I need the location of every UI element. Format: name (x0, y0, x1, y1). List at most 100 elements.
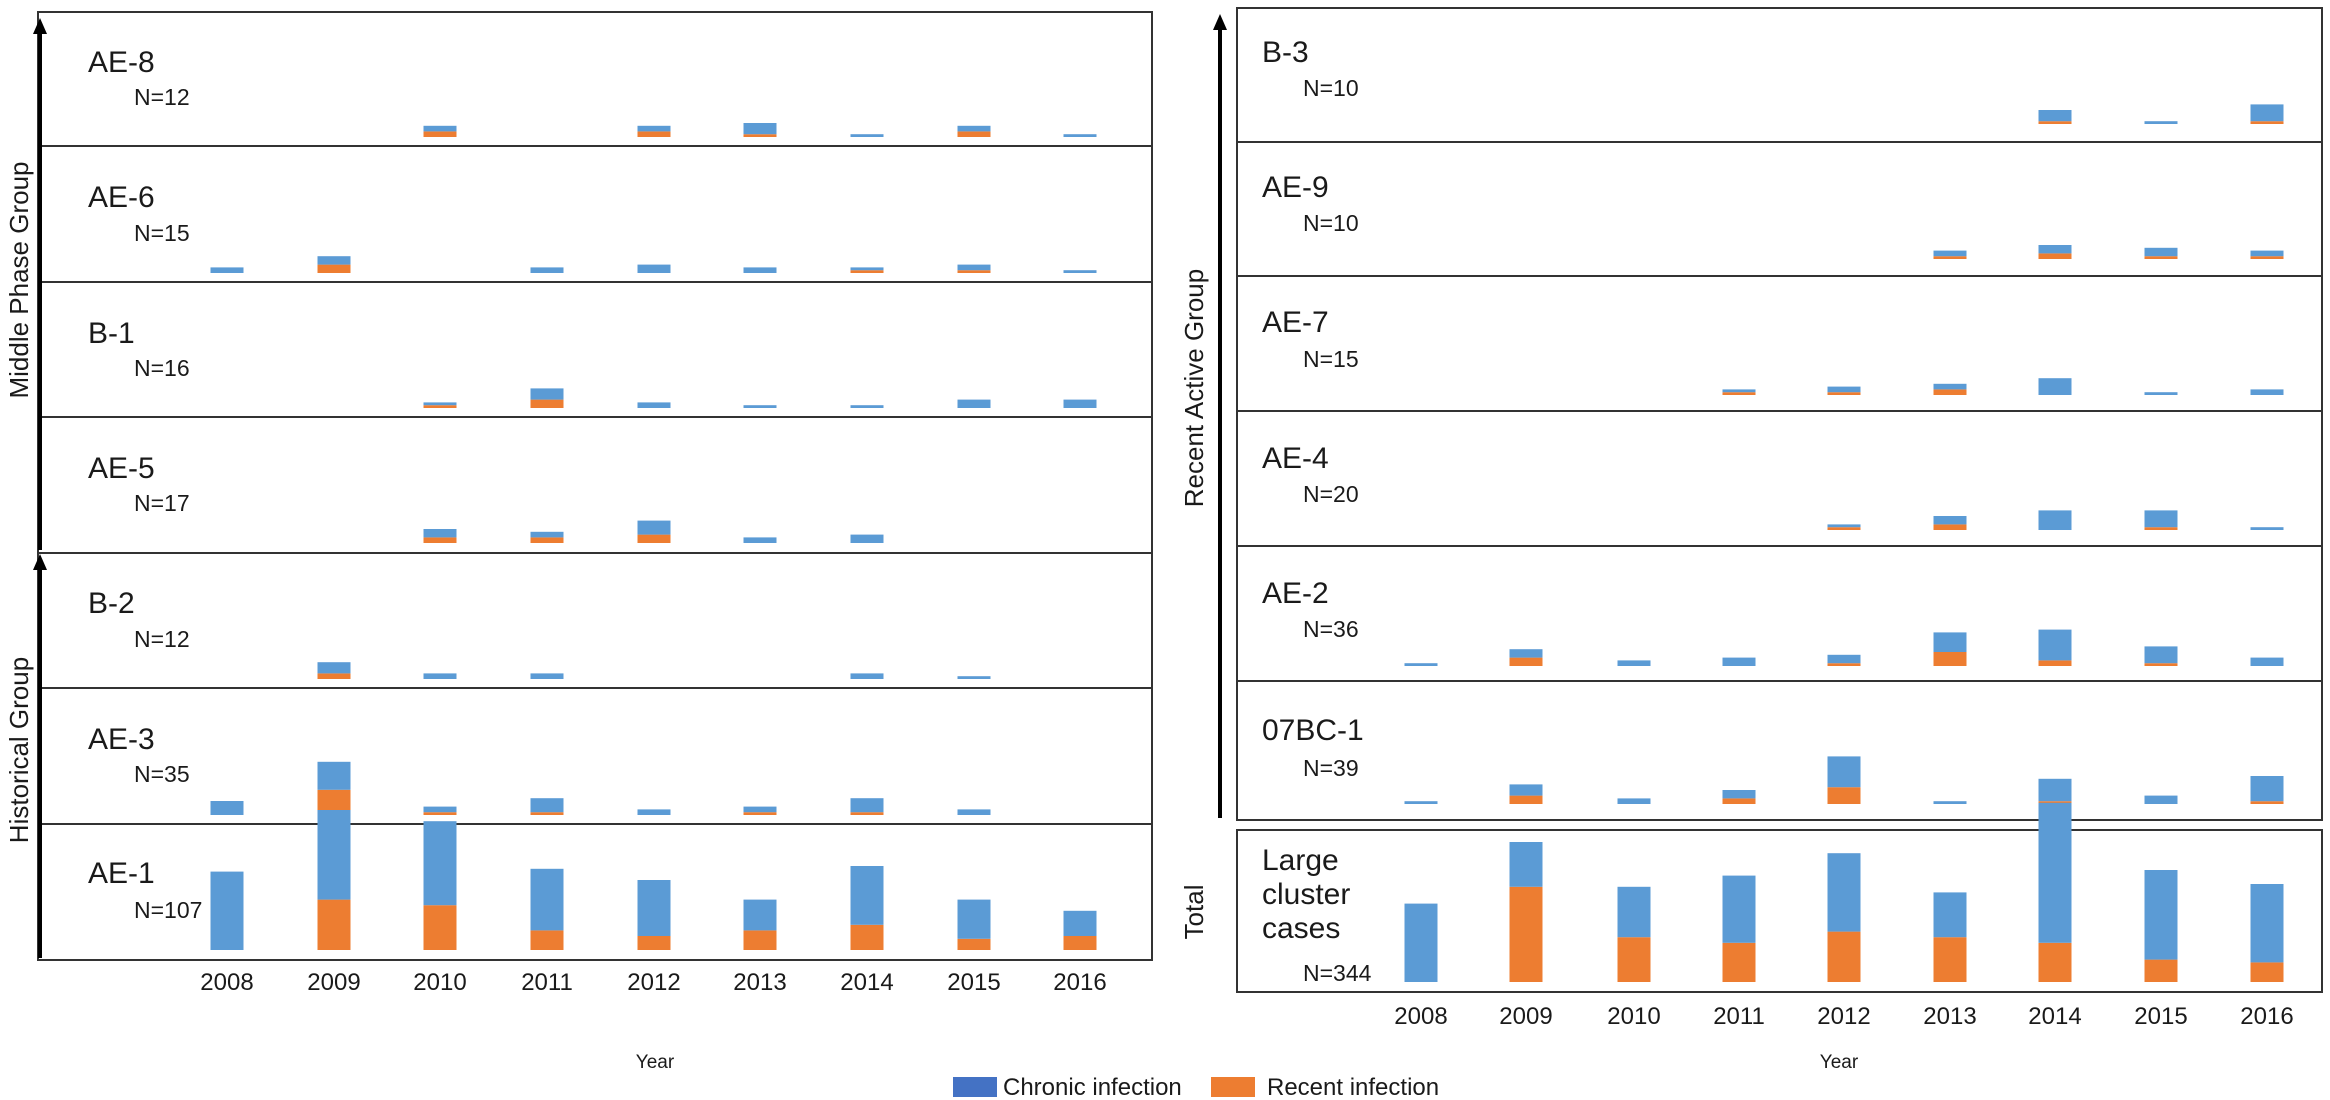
right-cluster-4-bar-recent-2015 (2144, 663, 2178, 666)
right-year-tick-2010: 2010 (1607, 1003, 1660, 1030)
right-total-bar-chronic-2014 (2038, 802, 2072, 943)
left-cluster-3-bar-recent-2010 (423, 537, 457, 543)
left-cluster-4-bar-chronic-2010 (423, 673, 457, 679)
right-total-bar-recent-2012 (1827, 931, 1861, 982)
right-cluster-3-bar-recent-2012 (1827, 527, 1861, 530)
right-total-bar-recent-2011 (1722, 942, 1756, 982)
right-cluster-2-bar-chronic-2014 (2038, 378, 2072, 395)
right-cluster-5-bar-chronic-2012 (1827, 756, 1861, 788)
left-cluster-0-bar-chronic-2013 (743, 123, 777, 135)
left-cluster-6-bar-recent-2010 (423, 905, 457, 950)
right-cluster-2-bar-recent-2013 (1933, 389, 1967, 395)
right-total-bar-recent-2013 (1933, 937, 1967, 982)
left-cluster-0-bar-chronic-2014 (850, 134, 884, 137)
right-year-tick-2014: 2014 (2028, 1003, 2081, 1030)
right-cluster-3-bar-chronic-2014 (2038, 510, 2072, 530)
right-year-tick-2009: 2009 (1499, 1003, 1552, 1030)
left-cluster-1-bar-chronic-2011 (530, 267, 564, 273)
left-cluster-2-bar-chronic-2011 (530, 388, 564, 400)
left-year-tick-2014: 2014 (840, 969, 893, 996)
right-cluster-0-bar-recent-2014 (2038, 121, 2072, 124)
left-cluster-n-4: N=12 (134, 626, 190, 652)
left-cluster-name-3: AE-5 (88, 452, 155, 485)
right-cluster-2-bar-chronic-2016 (2250, 389, 2284, 395)
left-cluster-6-bar-chronic-2012 (637, 880, 671, 936)
left-chart: AE-8 N=12 AE-6 N=15 B-1 N=16 AE-5 N=17 B-2 N=12 AE… (4, 11, 1153, 1073)
left-cluster-5-bar-chronic-2014 (850, 798, 884, 813)
left-cluster-1-bar-chronic-2009 (317, 256, 351, 265)
right-cluster-2-bar-chronic-2011 (1722, 389, 1756, 393)
left-cluster-0-bar-chronic-2016 (1063, 134, 1097, 137)
left-cluster-6-bar-chronic-2009 (317, 810, 351, 900)
right-cluster-5-bar-recent-2016 (2250, 801, 2284, 804)
right-total-bar-chronic-2012 (1827, 853, 1861, 932)
right-total-bar-recent-2014 (2038, 942, 2072, 982)
right-cluster-1-bar-recent-2014 (2038, 253, 2072, 259)
left-cluster-6-bar-recent-2014 (850, 924, 884, 950)
left-cluster-1-bar-chronic-2016 (1063, 270, 1097, 273)
right-group-label-0: Recent Active Group (1179, 269, 1209, 507)
right-cluster-3-bar-chronic-2012 (1827, 524, 1861, 528)
left-cluster-name-0: AE-8 (88, 46, 155, 79)
right-cluster-n-4: N=36 (1303, 616, 1359, 642)
right-total-bar-recent-2009 (1509, 886, 1543, 982)
right-year-tick-2015: 2015 (2134, 1003, 2187, 1030)
left-cluster-0-bar-recent-2015 (957, 131, 991, 137)
right-total-bar-recent-2010 (1617, 937, 1651, 982)
left-cluster-3-bar-recent-2011 (530, 537, 564, 543)
right-cluster-name-4: AE-2 (1262, 577, 1329, 610)
right-cluster-4-bar-chronic-2012 (1827, 654, 1861, 664)
left-cluster-3-bar-chronic-2011 (530, 531, 564, 538)
right-total-bar-chronic-2015 (2144, 870, 2178, 960)
left-cluster-0-bar-recent-2012 (637, 131, 671, 137)
left-cluster-5-bar-chronic-2009 (317, 761, 351, 790)
right-cluster-5-bar-chronic-2011 (1722, 790, 1756, 799)
left-year-tick-2010: 2010 (413, 969, 466, 996)
left-cluster-6-bar-recent-2009 (317, 899, 351, 950)
right-cluster-2-bar-chronic-2012 (1827, 386, 1861, 393)
right-group-arrowhead-0 (1213, 14, 1227, 30)
left-cluster-n-1: N=15 (134, 220, 190, 246)
left-cluster-name-5: AE-3 (88, 723, 155, 756)
left-cluster-6-bar-chronic-2011 (530, 868, 564, 931)
left-cluster-0-bar-chronic-2012 (637, 125, 671, 132)
left-cluster-5-bar-chronic-2011 (530, 798, 564, 813)
left-year-tick-2015: 2015 (947, 969, 1000, 996)
right-cluster-4-bar-recent-2009 (1509, 657, 1543, 666)
right-cluster-1-bar-recent-2015 (2144, 256, 2178, 259)
right-cluster-1-bar-chronic-2013 (1933, 250, 1967, 257)
left-group-arrowhead-0 (33, 18, 47, 34)
left-cluster-5-bar-recent-2013 (743, 812, 777, 815)
right-cluster-4-bar-recent-2014 (2038, 660, 2072, 666)
right-cluster-name-5: 07BC-1 (1262, 714, 1364, 747)
left-cluster-name-1: AE-6 (88, 181, 155, 214)
left-year-tick-2013: 2013 (733, 969, 786, 996)
right-cluster-0-bar-chronic-2014 (2038, 110, 2072, 122)
left-cluster-6-bar-recent-2013 (743, 930, 777, 950)
left-cluster-name-4: B-2 (88, 587, 135, 620)
right-cluster-4-bar-chronic-2013 (1933, 632, 1967, 652)
right-cluster-2-bar-recent-2011 (1722, 392, 1756, 395)
left-year-tick-2012: 2012 (627, 969, 680, 996)
left-cluster-6-bar-chronic-2015 (957, 899, 991, 939)
right-total-bar-chronic-2009 (1509, 842, 1543, 887)
right-cluster-name-6: Large cluster cases (1262, 844, 1350, 945)
right-total-bar-chronic-2011 (1722, 875, 1756, 943)
left-cluster-3-bar-chronic-2014 (850, 534, 884, 543)
right-year-tick-2011: 2011 (1713, 1003, 1765, 1030)
right-year-tick-2013: 2013 (1923, 1003, 1976, 1030)
legend: Chronic infection Recent infection (953, 1074, 1439, 1100)
right-cluster-5-bar-chronic-2013 (1933, 801, 1967, 804)
right-total-bar-chronic-2016 (2250, 884, 2284, 963)
right-cluster-1-bar-recent-2013 (1933, 256, 1967, 259)
right-year-tick-2016: 2016 (2240, 1003, 2293, 1030)
right-cluster-4-bar-chronic-2009 (1509, 649, 1543, 658)
right-cluster-4-bar-recent-2013 (1933, 652, 1967, 666)
right-total-bar-chronic-2013 (1933, 892, 1967, 938)
left-cluster-1-bar-chronic-2015 (957, 264, 991, 271)
left-cluster-4-bar-chronic-2014 (850, 673, 884, 679)
right-panel-frame (1236, 829, 2323, 993)
left-group-label-0: Middle Phase Group (4, 161, 34, 398)
left-cluster-2-bar-chronic-2014 (850, 405, 884, 408)
